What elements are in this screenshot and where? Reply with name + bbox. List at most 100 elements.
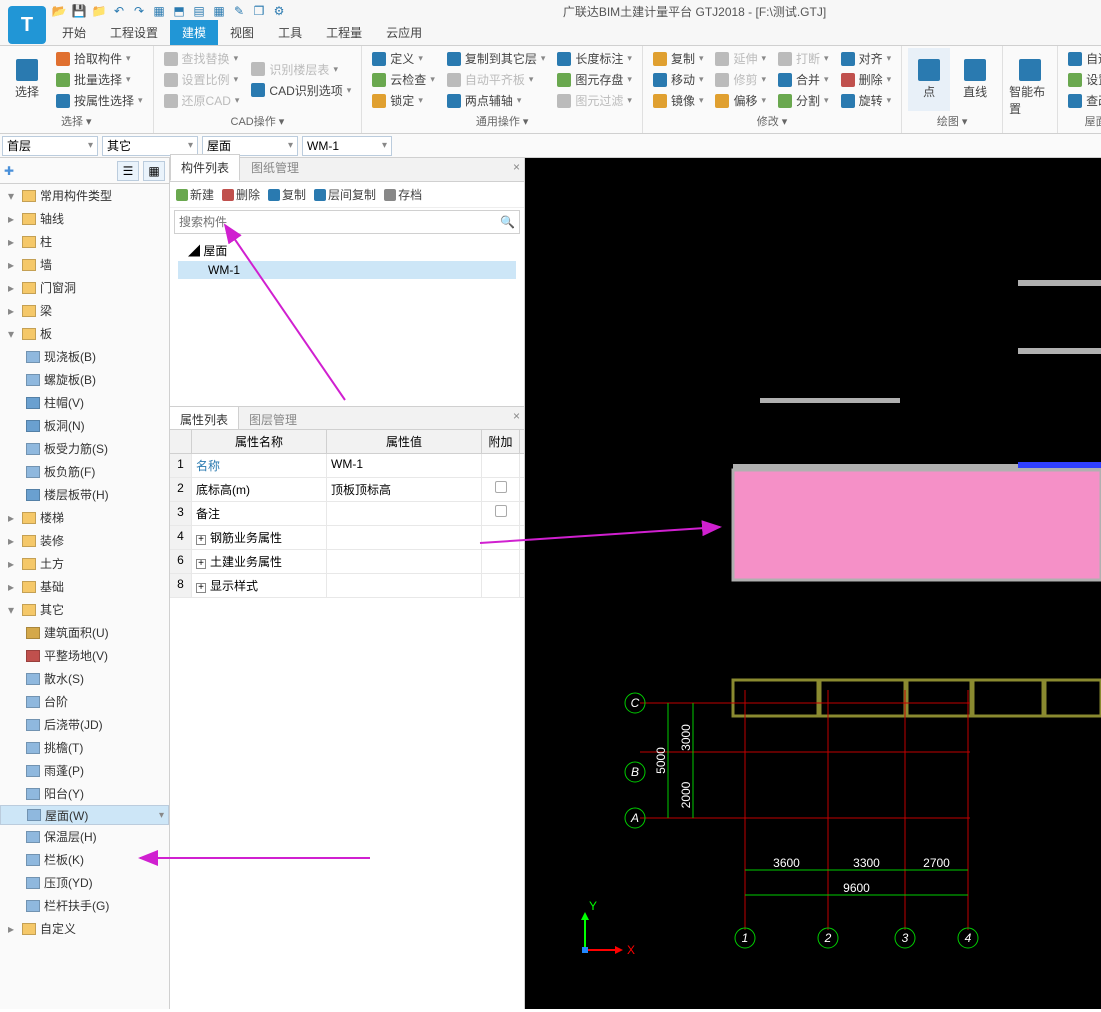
tree-item[interactable]: 挑檐(T)	[0, 736, 169, 759]
tree-item[interactable]: 保温层(H)	[0, 825, 169, 848]
tree-item[interactable]: 柱帽(V)	[0, 391, 169, 414]
tree-item[interactable]: 楼层板带(H)	[0, 483, 169, 506]
qat-folder-icon[interactable]: 📁	[90, 2, 108, 20]
ribbon-btn[interactable]: 定义▾	[368, 49, 439, 68]
view-grid-icon[interactable]: ▦	[143, 161, 165, 181]
tree-item[interactable]: ▸墙	[0, 253, 169, 276]
point-button[interactable]: 点	[908, 48, 950, 111]
tree-item[interactable]: 栏板(K)	[0, 848, 169, 871]
mid-tab[interactable]: 图纸管理	[240, 154, 310, 181]
tree-item[interactable]: 后浇带(JD)	[0, 713, 169, 736]
search-input[interactable]	[179, 215, 515, 229]
ribbon-btn[interactable]: 批量选择▾	[52, 70, 147, 89]
prop-tab[interactable]: 属性列表	[170, 407, 239, 429]
ribbon-btn[interactable]: 按属性选择▾	[52, 91, 147, 110]
tree-item[interactable]: 建筑面积(U)	[0, 621, 169, 644]
mid-tab[interactable]: 构件列表	[170, 154, 240, 181]
floor-select[interactable]: 首层	[2, 136, 98, 156]
toolbar-btn[interactable]: 存档	[384, 186, 422, 203]
tree-item[interactable]: 现浇板(B)	[0, 345, 169, 368]
ribbon-btn[interactable]: 两点辅轴▾	[443, 91, 550, 110]
toolbar-btn[interactable]: 复制	[268, 186, 306, 203]
menu-tab-建模[interactable]: 建模	[170, 20, 218, 45]
menu-tab-视图[interactable]: 视图	[218, 20, 266, 45]
tree-item[interactable]: ▸自定义	[0, 917, 169, 940]
ribbon-btn[interactable]: 图元存盘▾	[553, 70, 636, 89]
qat-undo-icon[interactable]: ↶	[110, 2, 128, 20]
tree-item[interactable]: 板负筋(F)	[0, 460, 169, 483]
tree-item[interactable]: ▸轴线	[0, 207, 169, 230]
smart-button[interactable]: 智能布置	[1009, 48, 1051, 127]
qat-save-icon[interactable]: 💾	[70, 2, 88, 20]
ribbon-btn[interactable]: 锁定▾	[368, 91, 439, 110]
ribbon-btn[interactable]: 拾取构件▾	[52, 49, 147, 68]
ribbon-btn[interactable]: 对齐▾	[837, 49, 896, 68]
drawing-canvas[interactable]: 1234ABC3600330027009600200030005000XY	[525, 158, 1101, 1009]
tree-item[interactable]: ▸装修	[0, 529, 169, 552]
tree-item[interactable]: 栏杆扶手(G)	[0, 894, 169, 917]
tree-item[interactable]: 板洞(N)	[0, 414, 169, 437]
ribbon-btn[interactable]: 复制到其它层▾	[443, 49, 550, 68]
tree-item[interactable]: 平整场地(V)	[0, 644, 169, 667]
ribbon-btn[interactable]: 复制▾	[649, 49, 708, 68]
tree-item[interactable]: ▾常用构件类型	[0, 184, 169, 207]
property-row[interactable]: 3备注	[170, 502, 524, 526]
ribbon-btn[interactable]: 偏移▾	[711, 91, 770, 110]
tree-item[interactable]: 雨蓬(P)	[0, 759, 169, 782]
comp-tree-item[interactable]: WM-1	[178, 261, 516, 279]
category-select[interactable]: 其它	[102, 136, 198, 156]
toolbar-btn[interactable]: 新建	[176, 186, 214, 203]
tree-item[interactable]: ▾板	[0, 322, 169, 345]
tree-item[interactable]: ▸土方	[0, 552, 169, 575]
type-select[interactable]: 屋面	[202, 136, 298, 156]
menu-tab-开始[interactable]: 开始	[50, 20, 98, 45]
tree-item[interactable]: ▾其它	[0, 598, 169, 621]
tree-item[interactable]: ▸梁	[0, 299, 169, 322]
ribbon-btn[interactable]: 云检查▾	[368, 70, 439, 89]
property-row[interactable]: 8+显示样式	[170, 574, 524, 598]
tree-item[interactable]: 螺旋板(B)	[0, 368, 169, 391]
tree-item[interactable]: 散水(S)	[0, 667, 169, 690]
select-button[interactable]: 选择	[6, 48, 48, 111]
qat-doc-icon[interactable]: ▦	[150, 2, 168, 20]
property-row[interactable]: 6+土建业务属性	[170, 550, 524, 574]
menu-tab-工程量[interactable]: 工程量	[314, 20, 374, 45]
qat-table-icon[interactable]: ▦	[210, 2, 228, 20]
close-icon[interactable]: ×	[513, 409, 520, 423]
ribbon-btn[interactable]: 合并▾	[774, 70, 833, 89]
ribbon-btn[interactable]: 查改防水▾	[1064, 91, 1101, 110]
toolbar-btn[interactable]: 层间复制	[314, 186, 376, 203]
ribbon-btn[interactable]: 设置防水▾	[1064, 70, 1101, 89]
tree-item[interactable]: ▸基础	[0, 575, 169, 598]
line-button[interactable]: 直线	[954, 48, 996, 111]
expand-all-icon[interactable]: ✚	[4, 164, 14, 178]
prop-tab[interactable]: 图层管理	[239, 407, 307, 429]
property-row[interactable]: 2底标高(m)顶板顶标高	[170, 478, 524, 502]
property-row[interactable]: 1名称WM-1	[170, 454, 524, 478]
tree-item[interactable]: ▸楼梯	[0, 506, 169, 529]
item-select[interactable]: WM-1	[302, 136, 392, 156]
menu-tab-工程设置[interactable]: 工程设置	[98, 20, 170, 45]
toolbar-btn[interactable]: 删除	[222, 186, 260, 203]
ribbon-btn[interactable]: 长度标注▾	[553, 49, 636, 68]
menu-tab-工具[interactable]: 工具	[266, 20, 314, 45]
tree-item[interactable]: 屋面(W)	[0, 805, 169, 825]
ribbon-btn[interactable]: 镜像▾	[649, 91, 708, 110]
comp-tree-root[interactable]: ◢ 屋面	[178, 240, 516, 261]
tree-item[interactable]: 台阶	[0, 690, 169, 713]
ribbon-btn[interactable]: 旋转▾	[837, 91, 896, 110]
ribbon-btn[interactable]: 自适应斜▾	[1064, 49, 1101, 68]
tree-item[interactable]: 压顶(YD)	[0, 871, 169, 894]
ribbon-btn[interactable]: 分割▾	[774, 91, 833, 110]
ribbon-btn[interactable]: CAD识别选项▾	[247, 81, 355, 100]
qat-cog-icon[interactable]: ⚙	[270, 2, 288, 20]
qat-link-icon[interactable]: ⬒	[170, 2, 188, 20]
component-search[interactable]: 🔍	[174, 210, 520, 234]
tree-item[interactable]: ▸柱	[0, 230, 169, 253]
tree-item[interactable]: ▸门窗洞	[0, 276, 169, 299]
qat-layers-icon[interactable]: ❒	[250, 2, 268, 20]
qat-grid-icon[interactable]: ▤	[190, 2, 208, 20]
tree-item[interactable]: 板受力筋(S)	[0, 437, 169, 460]
ribbon-btn[interactable]: 移动▾	[649, 70, 708, 89]
view-list-icon[interactable]: ☰	[117, 161, 139, 181]
